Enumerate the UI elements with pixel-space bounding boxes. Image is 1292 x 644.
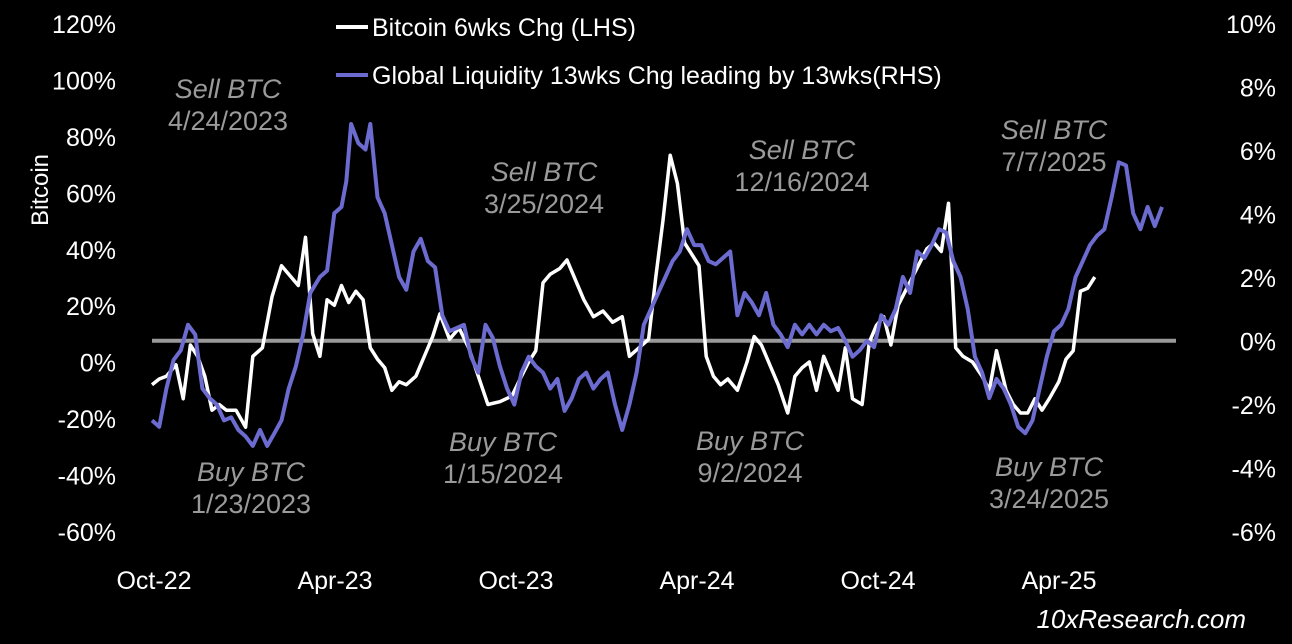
left-tick-label: 20% [66, 293, 116, 321]
left-tick-label: 80% [66, 124, 116, 152]
left-axis-ticks: 120% 100% 80% 60% 40% 20% 0% -20% -40% -60% [52, 11, 116, 547]
x-axis-ticks: Oct-22 Apr-23 Oct-23 Apr-24 Oct-24 Apr-25 [116, 567, 1096, 595]
left-tick-label: 0% [80, 350, 116, 378]
left-tick-label: -20% [58, 406, 116, 434]
annotation-action-label: Sell BTC [175, 74, 282, 104]
annotation-action-label: Sell BTC [491, 157, 598, 187]
annotation-action-label: Buy BTC [197, 457, 306, 487]
series-line-liquidity [150, 122, 1164, 448]
right-tick-label: 2% [1240, 265, 1276, 293]
left-tick-label: -60% [58, 519, 116, 547]
left-tick-label: 100% [52, 67, 116, 95]
right-tick-label: 0% [1240, 329, 1276, 357]
legend-label-bitcoin: Bitcoin 6wks Chg (LHS) [372, 14, 636, 42]
annotation-action-label: Buy BTC [995, 452, 1104, 482]
left-tick-label: 40% [66, 237, 116, 265]
right-tick-label: -4% [1232, 456, 1276, 484]
left-axis-label: Bitcoin [27, 154, 54, 226]
annotation-action-label: Sell BTC [1001, 115, 1108, 145]
annotation-date-label: 9/2/2024 [697, 458, 802, 488]
chart-legend: Bitcoin 6wks Chg (LHS) Global Liquidity … [336, 14, 942, 90]
right-tick-label: -2% [1232, 392, 1276, 420]
x-tick-label: Oct-23 [478, 567, 553, 595]
annotation-date-label: 1/23/2023 [191, 489, 311, 519]
annotation-action-label: Sell BTC [749, 135, 856, 165]
annotation-date-label: 7/7/2025 [1001, 147, 1106, 177]
annotation-date-label: 3/25/2024 [484, 189, 604, 219]
x-tick-label: Oct-24 [840, 567, 915, 595]
annotation-action-label: Buy BTC [696, 426, 805, 456]
annotation-date-label: 1/15/2024 [443, 459, 563, 489]
right-axis-ticks: 10% 8% 6% 4% 2% 0% -2% -4% -6% [1226, 11, 1276, 547]
annotation-action-label: Buy BTC [449, 427, 558, 457]
annotation-date-label: 4/24/2023 [168, 106, 288, 136]
left-tick-label: -40% [58, 463, 116, 491]
annotation-date-label: 3/24/2025 [989, 484, 1109, 514]
x-tick-label: Apr-24 [659, 567, 734, 595]
right-tick-label: 10% [1226, 11, 1276, 39]
left-tick-label: 60% [66, 180, 116, 208]
right-tick-label: 6% [1240, 138, 1276, 166]
legend-label-liquidity: Global Liquidity 13wks Chg leading by 13… [372, 62, 942, 90]
right-tick-label: 4% [1240, 202, 1276, 230]
series-line-bitcoin [150, 153, 1097, 429]
annotation-date-label: 12/16/2024 [734, 167, 869, 197]
right-tick-label: -6% [1232, 519, 1276, 547]
x-tick-label: Oct-22 [116, 567, 191, 595]
right-tick-label: 8% [1240, 75, 1276, 103]
brand-watermark: 10xResearch.com [1036, 604, 1246, 634]
left-tick-label: 120% [52, 11, 116, 39]
x-tick-label: Apr-23 [297, 567, 372, 595]
x-tick-label: Apr-25 [1021, 567, 1096, 595]
